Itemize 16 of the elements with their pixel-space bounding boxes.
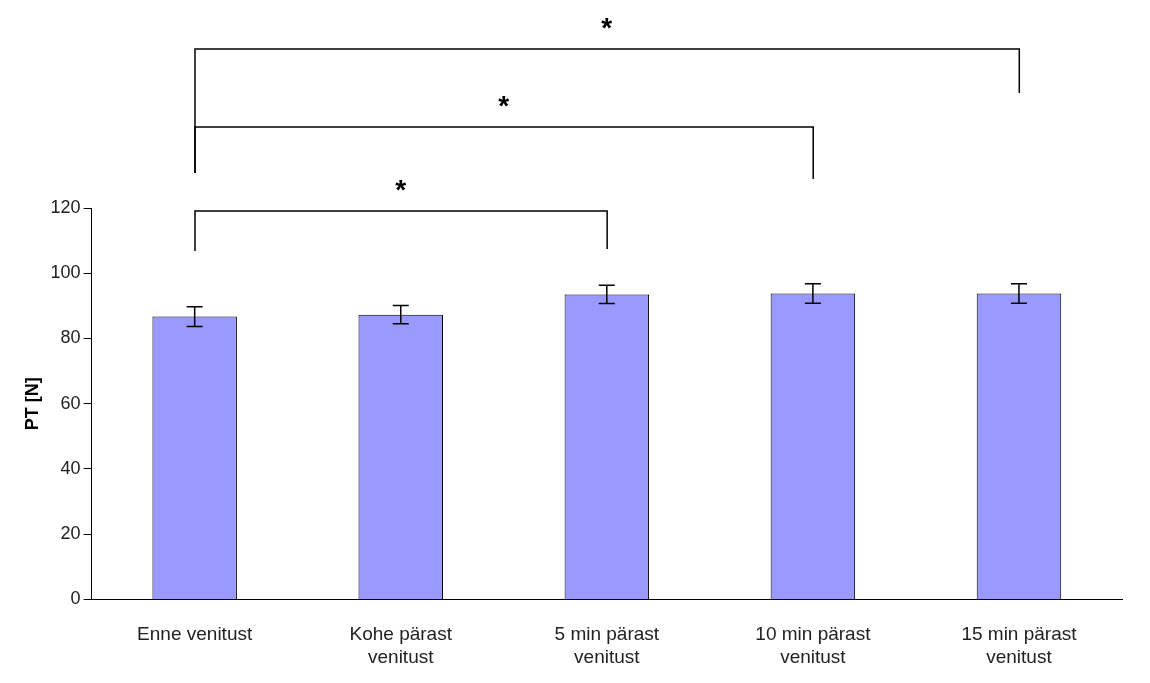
y-tick-label: 60 [60, 392, 81, 413]
y-tick-label: 100 [50, 262, 81, 283]
x-tick-label: Kohe pärast venitust [349, 623, 453, 667]
x-tick-label: Enne venitust [137, 623, 253, 645]
y-tick-label: 80 [60, 327, 81, 348]
y-axis-title: PT [N] [21, 377, 42, 431]
text: * [394, 174, 408, 205]
x-tick-label: 10 min pärast venitust [755, 623, 872, 667]
y-tick-label: 120 [50, 196, 81, 217]
text: * [600, 12, 614, 43]
y-tick-label: 40 [60, 457, 81, 478]
x-tick-label: 5 min pärast venitust [554, 623, 660, 667]
x-tick-label: 15 min pärast venitust [961, 623, 1078, 667]
y-tick-label: 20 [60, 523, 81, 544]
y-tick-label: 0 [70, 588, 81, 609]
text: * [497, 90, 511, 121]
